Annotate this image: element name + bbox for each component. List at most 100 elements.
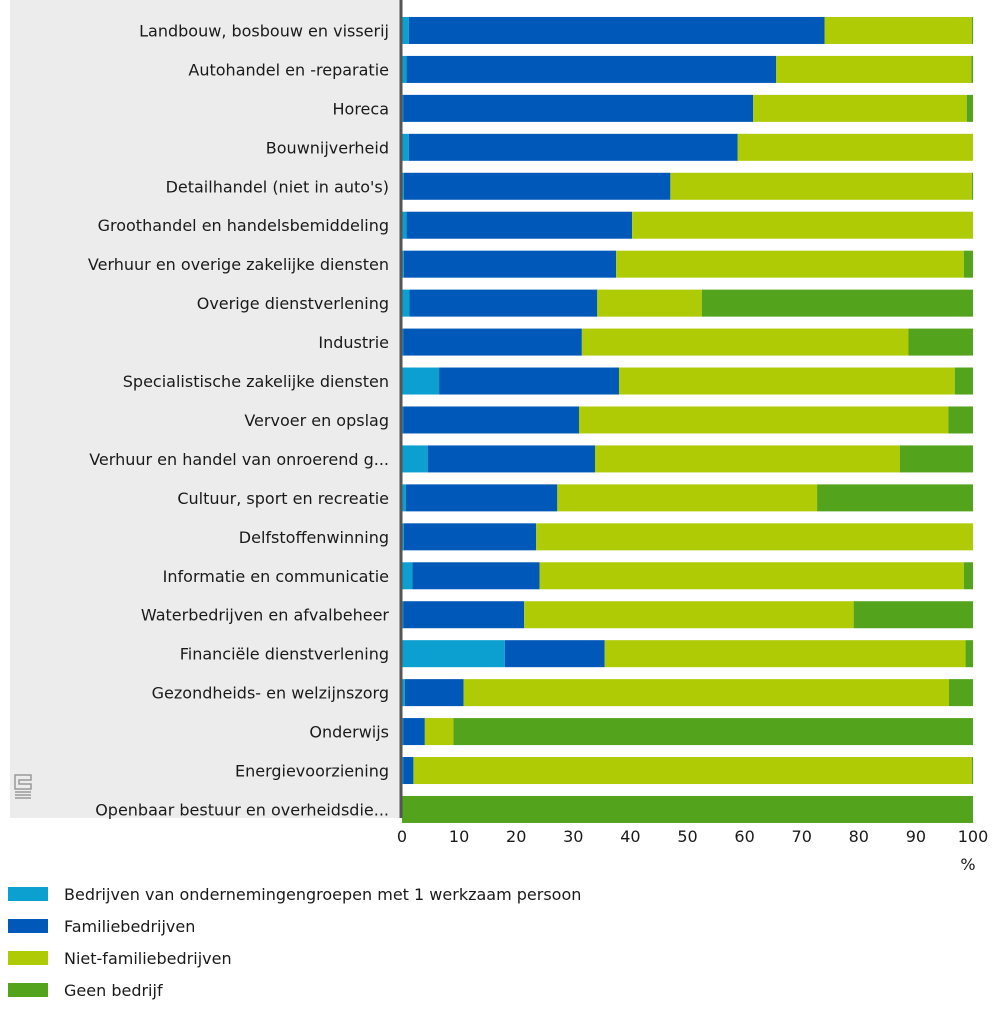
bar-segment-series-1: [403, 328, 582, 356]
bar-segment-series-3: [965, 640, 973, 668]
bar-segment-series-3: [853, 601, 973, 629]
bar-segment-series-0: [402, 679, 405, 707]
bar-segment-series-3: [949, 679, 973, 707]
category-label: Specialistische zakelijke diensten: [123, 372, 389, 391]
bar-segment-series-3: [971, 55, 973, 83]
bar-segment-series-0: [402, 445, 428, 473]
bar-segment-series-2: [632, 211, 973, 239]
bar-segment-series-2: [524, 601, 854, 629]
bar-segment-series-3: [971, 172, 973, 200]
bar-segment-series-2: [539, 562, 964, 590]
bar-segment-series-0: [402, 523, 404, 551]
bar-segment-series-1: [403, 406, 580, 434]
bar-segment-series-1: [504, 640, 605, 668]
bar-segment-series-2: [579, 406, 949, 434]
category-label: Overige dienstverlening: [197, 294, 389, 313]
bar-segment-series-3: [963, 250, 973, 278]
bar-segment-series-2: [536, 523, 973, 551]
bar-segment-series-2: [616, 250, 964, 278]
bar-segment-series-0: [402, 718, 404, 746]
bar-segment-series-2: [824, 16, 972, 44]
bar-segment-series-0: [402, 16, 409, 44]
bar-segment-series-1: [439, 367, 619, 395]
bar-segment-series-3: [948, 406, 973, 434]
bar-segment-series-0: [402, 55, 407, 83]
category-label: Delfstoffenwinning: [239, 528, 389, 547]
legend: Bedrijven van ondernemingengroepen met 1…: [8, 880, 581, 1008]
category-label: Verhuur en handel van onroerend g...: [89, 450, 389, 469]
bar-segment-series-0: [402, 172, 404, 200]
legend-label: Familiebedrijven: [64, 916, 196, 936]
category-label: Vervoer en opslag: [244, 411, 389, 430]
bar-segment-series-1: [403, 523, 537, 551]
bar-segment-series-1: [403, 601, 525, 629]
bar-segment-series-2: [413, 757, 972, 785]
bar-segment-series-0: [402, 562, 413, 590]
bar-segment-series-0: [402, 94, 404, 122]
bar-segment-series-3: [908, 328, 973, 356]
x-tick-label: 40: [620, 827, 640, 846]
x-tick-label: 70: [792, 827, 812, 846]
bar-segment-series-1: [406, 55, 777, 83]
bar-segment-series-3: [954, 367, 973, 395]
category-label: Cultuur, sport en recreatie: [177, 489, 389, 508]
legend-label: Niet-familiebedrijven: [64, 948, 232, 968]
bar-segment-series-1: [427, 445, 595, 473]
x-tick-label: 80: [849, 827, 869, 846]
cbs-logo: [14, 774, 32, 799]
legend-swatch: [8, 919, 48, 933]
x-tick-label: 90: [906, 827, 926, 846]
bar-segment-series-2: [463, 679, 950, 707]
bar-segment-series-2: [618, 367, 955, 395]
bar-segment-series-1: [403, 718, 425, 746]
bar-segment-series-2: [753, 94, 967, 122]
category-label: Landbouw, bosbouw en visserij: [139, 21, 389, 40]
bar-segment-series-2: [670, 172, 972, 200]
category-label: Industrie: [318, 333, 389, 352]
category-label: Openbaar bestuur en overheidsdie...: [95, 800, 389, 819]
bar-segment-series-1: [408, 133, 738, 161]
category-label: Autohandel en -reparatie: [188, 60, 389, 79]
bar-segment-series-2: [737, 133, 973, 161]
bar-segment-series-3: [971, 757, 973, 785]
bar-segment-series-1: [409, 289, 598, 317]
category-label: Detailhandel (niet in auto's): [166, 177, 389, 196]
legend-item: Niet-familiebedrijven: [8, 944, 581, 972]
bar-segment-series-1: [405, 484, 558, 512]
bar-segment-series-0: [402, 601, 404, 629]
bar-segment-series-2: [424, 718, 454, 746]
bar-segment-series-2: [557, 484, 818, 512]
x-tick-label: 50: [677, 827, 697, 846]
category-label: Informatie en communicatie: [163, 567, 389, 586]
x-axis-unit-label: %: [960, 855, 975, 874]
bar-segment-series-1: [403, 172, 671, 200]
category-label: Groothandel en handelsbemiddeling: [98, 216, 389, 235]
bar-segment-series-3: [453, 718, 973, 746]
x-tick-label: 0: [397, 827, 407, 846]
bar-segment-series-2: [581, 328, 909, 356]
category-label: Waterbedrijven en afvalbeheer: [141, 606, 390, 625]
bar-segment-series-0: [402, 211, 407, 239]
category-label: Horeca: [333, 99, 390, 118]
x-tick-label: 100: [958, 827, 989, 846]
legend-item: Bedrijven van ondernemingengroepen met 1…: [8, 880, 581, 908]
legend-item: Geen bedrijf: [8, 976, 581, 1004]
bar-segment-series-1: [408, 16, 825, 44]
bar-segment-series-2: [604, 640, 966, 668]
bar-segment-series-0: [402, 133, 409, 161]
legend-item: Familiebedrijven: [8, 912, 581, 940]
bar-segment-series-3: [817, 484, 973, 512]
x-tick-label: 30: [563, 827, 583, 846]
bar-segment-series-1: [403, 757, 414, 785]
bar-segment-series-2: [594, 445, 900, 473]
x-tick-label: 20: [506, 827, 526, 846]
bar-segment-series-0: [402, 406, 404, 434]
bar-segment-series-1: [406, 211, 633, 239]
bar-segment-series-3: [402, 795, 973, 823]
category-label: Verhuur en overige zakelijke diensten: [88, 255, 389, 274]
bar-segment-series-3: [899, 445, 973, 473]
x-tick-label: 60: [734, 827, 754, 846]
bar-segment-series-0: [402, 757, 404, 785]
bar-segment-series-1: [403, 250, 617, 278]
